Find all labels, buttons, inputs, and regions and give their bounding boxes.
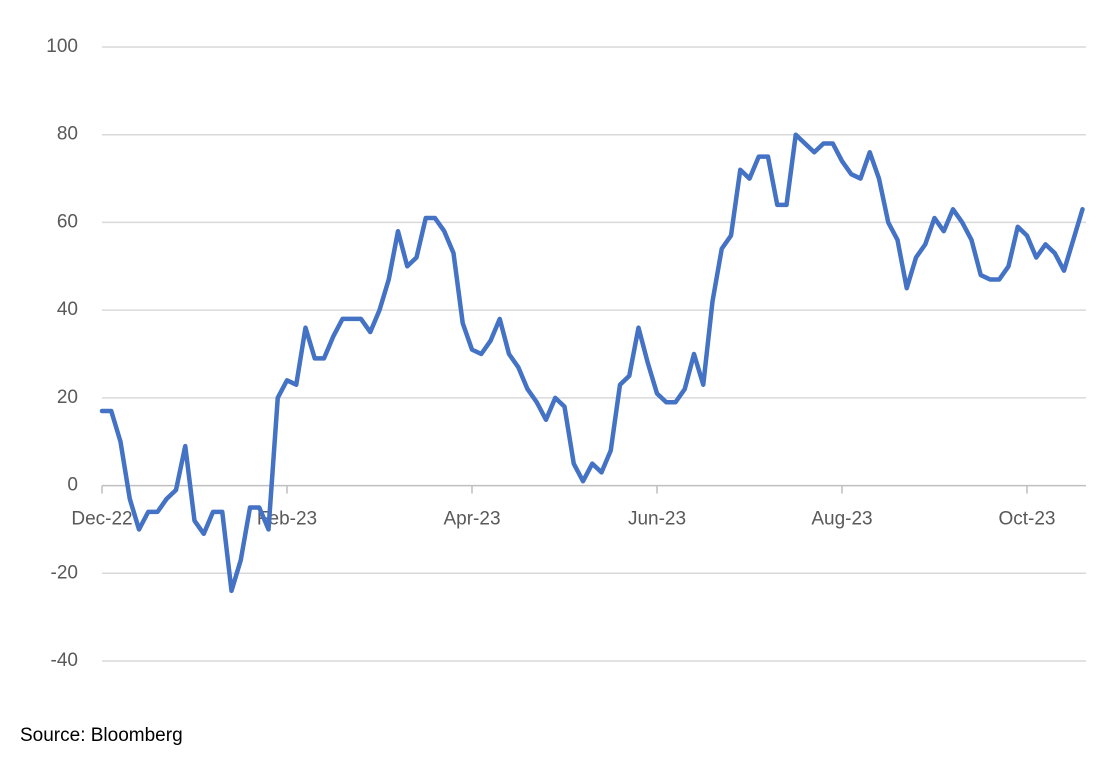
x-tick-label: Apr-23 [443,509,500,530]
y-tick-label: 40 [57,299,78,320]
y-tick-label: 80 [57,124,78,145]
y-tick-label: 100 [46,36,78,57]
x-tick-label: Dec-22 [71,509,132,530]
y-tick-label: 0 [67,475,78,496]
y-tick-label: -40 [51,650,78,671]
source-note: Source: Bloomberg [20,725,183,746]
x-tick-label: Oct-23 [998,509,1055,530]
y-tick-label: -20 [51,562,78,583]
x-tick-label: Feb-23 [257,509,317,530]
line-series [99,132,1085,594]
y-tick-label: 20 [57,387,78,408]
x-tick-label: Aug-23 [811,509,872,530]
x-tick-label: Jun-23 [628,509,686,530]
y-tick-label: 60 [57,211,78,232]
